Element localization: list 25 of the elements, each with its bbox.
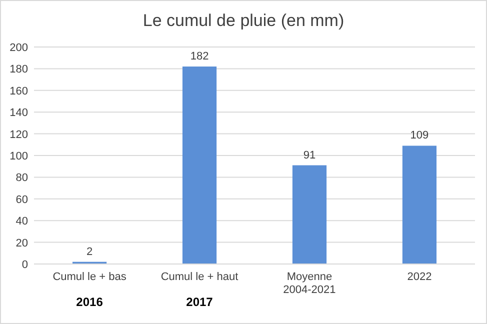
data-label: 109 (410, 130, 429, 142)
y-tick-label: 60 (16, 194, 28, 206)
y-tick-label: 140 (10, 107, 28, 120)
bar (402, 146, 437, 264)
bar (292, 165, 327, 264)
data-label: 91 (303, 149, 316, 162)
bar (182, 66, 217, 264)
y-tick-label: 180 (10, 64, 28, 76)
chart-title: Le cumul de pluie (en mm) (142, 11, 344, 30)
text: 2017 (186, 295, 214, 309)
x-tick-label: Cumul le + haut (160, 271, 238, 283)
y-tick-label: 160 (10, 85, 28, 98)
x-tick-label: Cumul le + bas (52, 271, 127, 283)
y-tick-label: 100 (10, 150, 28, 162)
y-tick-label: 200 (10, 42, 28, 54)
y-tick-label: 80 (16, 172, 28, 184)
x-tick-label: 2022 (407, 271, 432, 283)
data-label: 182 (190, 50, 209, 63)
y-tick-label: 20 (16, 237, 28, 250)
x-tick-label: Moyenne 2004-2021 (283, 271, 336, 296)
data-label: 2 (86, 246, 93, 258)
text: 2016 (76, 295, 104, 309)
y-tick-label: 40 (16, 216, 28, 228)
y-tick-label: 0 (22, 259, 28, 271)
y-tick-label: 120 (10, 128, 28, 141)
